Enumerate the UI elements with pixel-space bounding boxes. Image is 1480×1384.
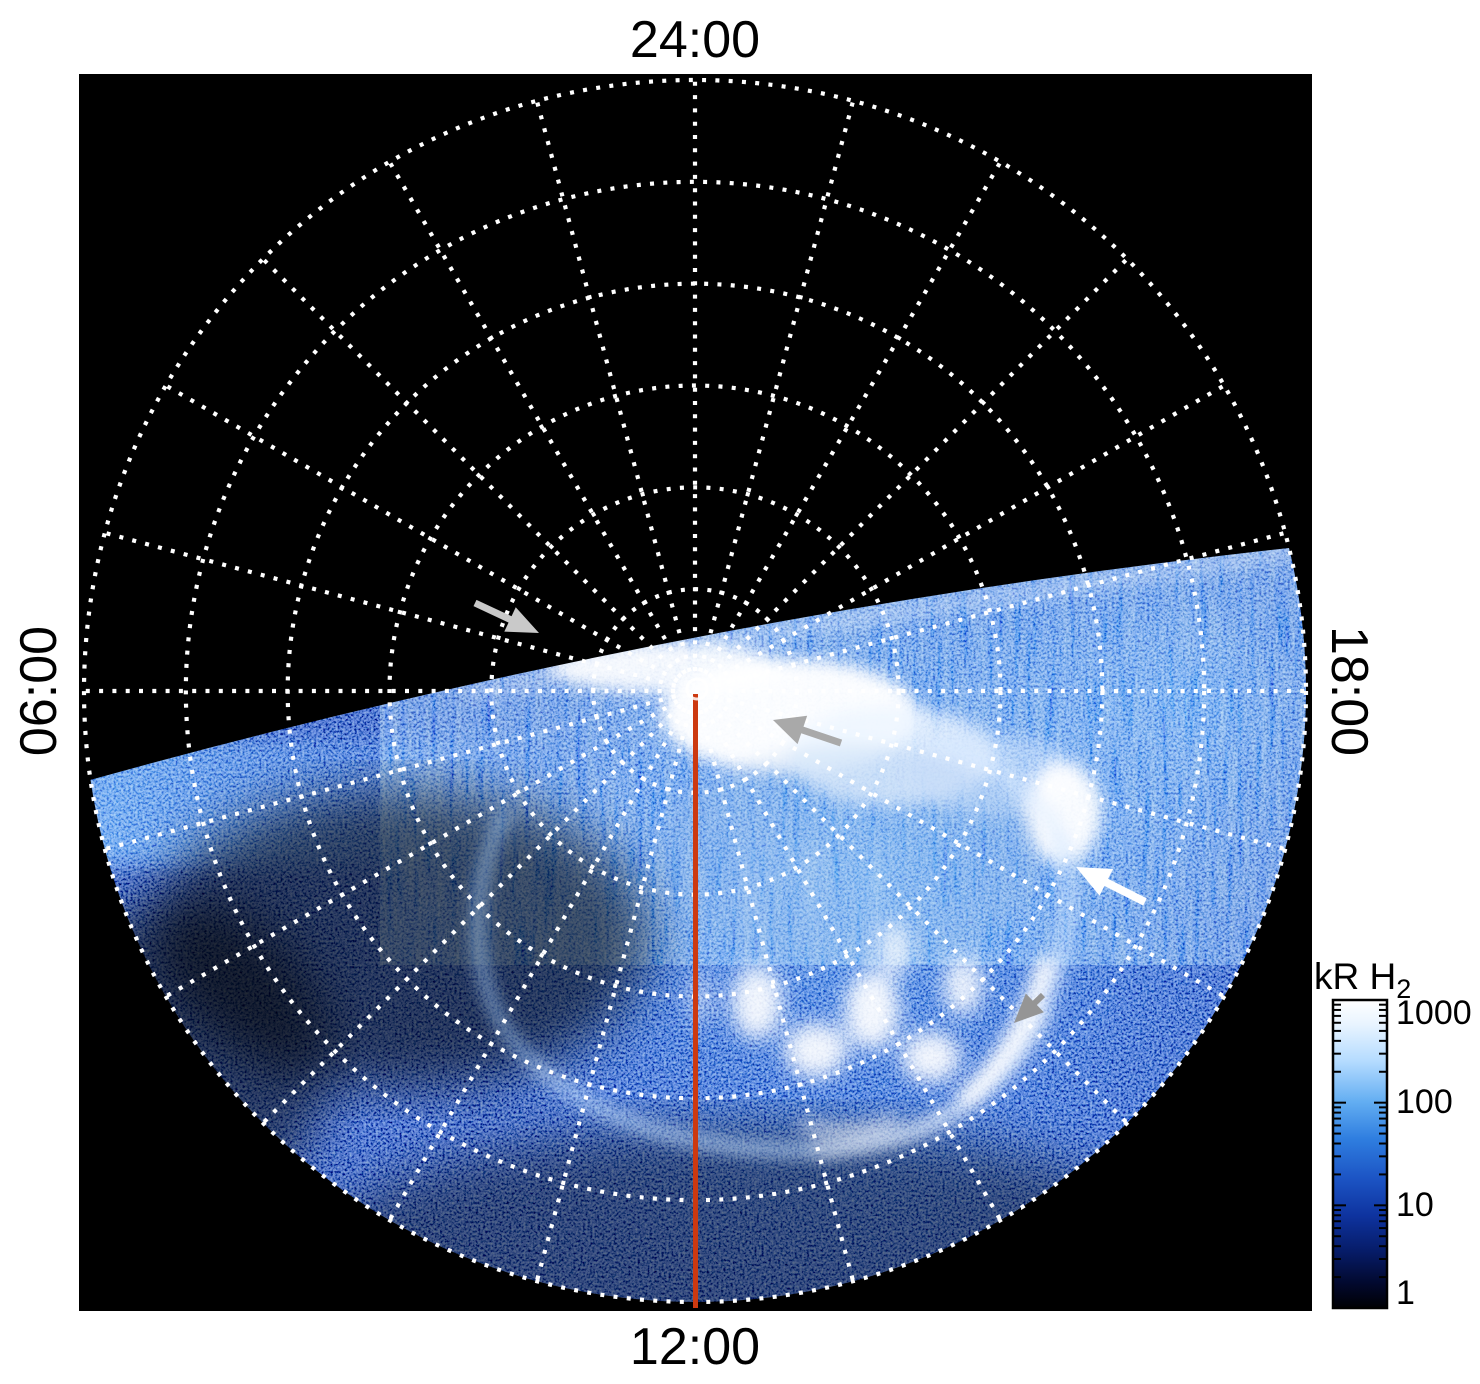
oval-arc-arrow: [1014, 992, 1046, 1023]
colorbar-ticks: [1333, 999, 1387, 1309]
grid-spoke-3: [707, 257, 1129, 679]
grid-spoke-11: [698, 709, 856, 1282]
label-2400: 24:00: [630, 11, 760, 69]
grid-spoke-20: [164, 383, 679, 683]
oval-arc-arrow-head: [1014, 993, 1044, 1023]
label-0600: 06:00: [10, 626, 68, 756]
grid-spoke-21: [261, 257, 683, 679]
colorbar-tick-100: 100: [1396, 1083, 1453, 1121]
polar-grid: [81, 77, 1309, 1305]
grid-spoke-22: [387, 160, 687, 675]
main-oval-arcs: [471, 734, 1075, 1158]
label-1800: 18:00: [1320, 626, 1378, 756]
colorbar: kR H2 1000 100 10 1: [1314, 956, 1472, 1312]
colorbar-tick-1000: 1000: [1396, 994, 1472, 1032]
terminator-arrow-head: [504, 607, 539, 633]
grid-spoke-19: [104, 530, 677, 688]
grid-spoke-15: [261, 703, 683, 1125]
grid-spoke-5: [713, 530, 1286, 688]
grid-spoke-16: [164, 699, 679, 999]
grid-spoke-10: [703, 707, 1003, 1222]
polar-emission-arrow-head: [773, 715, 808, 745]
dusk-arc-arrow-head: [1076, 867, 1114, 896]
colorbar-tick-10: 10: [1396, 1186, 1434, 1224]
colorbar-tick-1: 1: [1396, 1274, 1415, 1312]
grid-spoke-9: [707, 703, 1129, 1125]
grid-spoke-14: [387, 707, 687, 1222]
grid-spoke-13: [534, 709, 692, 1282]
annotation-arrows: [473, 599, 1147, 1023]
grid-spoke-17: [104, 694, 677, 852]
grid-spoke-4: [711, 383, 1226, 683]
terminator-arrow: [473, 599, 539, 633]
grid-spoke-2: [703, 160, 1003, 675]
grid-spoke-23: [534, 100, 692, 673]
label-1200: 12:00: [630, 1318, 760, 1376]
grid-spoke-7: [713, 694, 1286, 852]
colorbar-gradient: [1331, 998, 1389, 1310]
dusk-arc-arrow: [1076, 867, 1147, 906]
grid-spoke-8: [711, 699, 1226, 999]
colorbar-title: kR H2: [1314, 956, 1411, 1004]
grid-spoke-1: [698, 100, 856, 673]
polar-emission-arrow: [773, 715, 843, 747]
pole-marker: [685, 677, 709, 701]
